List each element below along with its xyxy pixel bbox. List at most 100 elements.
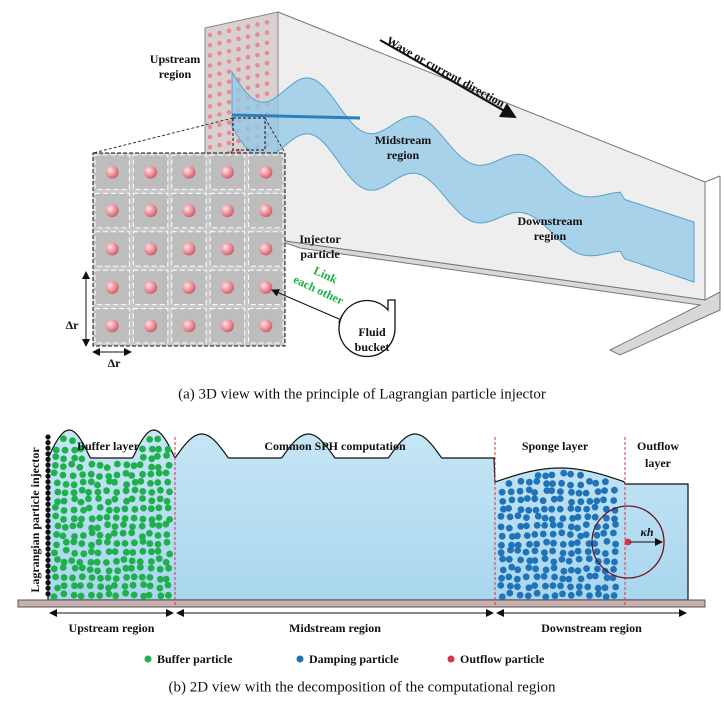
particle [568,592,575,599]
particle [132,506,139,513]
particle [128,472,135,479]
particle [54,480,61,487]
particle [137,478,144,485]
particle [79,573,86,580]
particle [575,514,582,521]
wall-particle [265,20,270,25]
particle [560,550,567,557]
particle [610,530,617,537]
particle [550,540,557,547]
particle [523,514,530,521]
particle [603,593,610,600]
wall-particle [227,90,232,95]
particle [113,558,120,565]
particle [499,533,506,540]
particle [157,566,164,573]
wall-particle [227,29,232,34]
particle [535,472,542,479]
particle [163,531,170,538]
particle [514,566,521,573]
particle [157,576,164,583]
particle [71,455,78,462]
particle [165,565,172,572]
particle [499,556,506,563]
particle [148,489,155,496]
injector-label: particle [300,247,340,261]
particle [148,497,155,504]
particle [155,446,162,453]
injector-particle [45,434,50,439]
particle [566,576,573,583]
wall-particle [208,63,213,68]
particle [156,514,163,521]
particle [139,446,146,453]
edge [705,176,720,182]
wall-particle [217,61,222,66]
injector-particle [45,586,50,591]
particle [595,585,602,592]
particle [154,436,161,443]
particle [568,499,575,506]
particle [139,523,146,530]
particle [122,515,129,522]
particle [568,523,575,530]
particle [548,506,555,513]
particle [71,533,78,540]
particle [97,462,104,469]
injector-label: Lagrangian particle injector [28,447,42,593]
particle [113,506,120,513]
particle [583,531,590,538]
particle [499,593,506,600]
injector-particle [144,166,157,179]
particle [122,540,129,547]
injector-particle [45,591,50,596]
particle [55,523,62,530]
legend-marker [297,656,304,663]
injector-particle [45,535,50,540]
particle [130,582,137,589]
region-label: Downstream region [541,621,642,635]
particle [586,592,593,599]
particle [517,497,524,504]
particle [87,566,94,573]
particle [106,507,113,514]
injector-particle [259,243,272,256]
particle [534,590,541,597]
particle [94,525,101,532]
particle [62,447,69,454]
injector-particle [259,281,272,294]
particle [146,436,153,443]
particle [147,582,154,589]
particle [600,530,607,537]
particle [147,471,154,478]
particle [542,594,549,601]
particle [526,479,533,486]
wall-particle [265,81,270,86]
particle [517,592,524,599]
particle [139,471,146,478]
injector-particle [144,243,157,256]
particle [500,567,507,574]
wall-particle [255,73,260,78]
kappa-label: κh [640,525,653,539]
particle [97,532,104,539]
injector-particle [221,319,234,332]
legend-marker [448,656,455,663]
injector-particle [183,204,196,217]
particle [123,549,130,556]
particle [155,504,162,511]
particle [103,559,110,566]
particle [140,516,147,523]
particle [146,530,153,537]
particle [71,481,78,488]
wall-particle [217,31,222,36]
wall-particle [227,80,232,85]
particle [526,541,533,548]
particle [611,487,618,494]
common-label: Common SPH computation [264,439,406,453]
particle [165,592,172,599]
wall-particle [217,82,222,87]
particle [509,497,516,504]
injector-particle [45,457,50,462]
particle [568,540,575,547]
